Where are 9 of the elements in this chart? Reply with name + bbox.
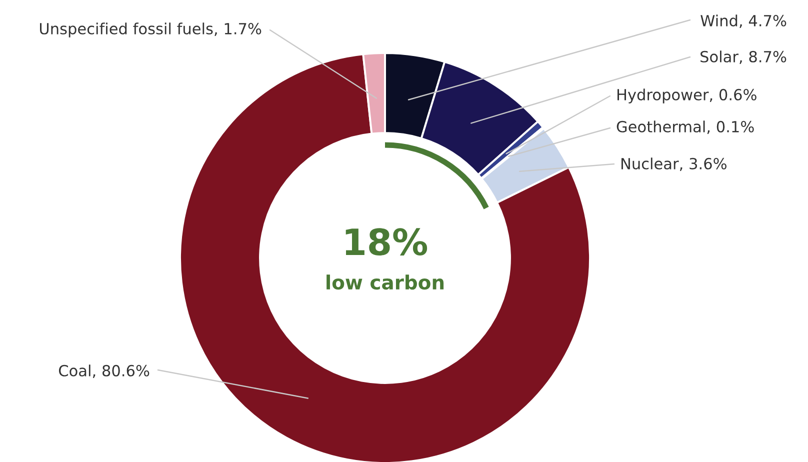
slice-label: Geothermal, 0.1%: [616, 120, 754, 134]
slice-label: Nuclear, 3.6%: [622, 158, 726, 171]
text: low carbon: [326, 274, 444, 290]
text: 18%: [346, 228, 428, 256]
slice-label: Hydropower, 0.6%: [618, 88, 756, 104]
slice-label: Unspecified fossil fuels, 1.7%: [40, 22, 262, 38]
slice-label: Solar, 8.7%: [700, 50, 786, 64]
slice-label: Wind, 4.7%: [700, 14, 786, 28]
slice-label: Coal, 80.6%: [58, 364, 150, 378]
